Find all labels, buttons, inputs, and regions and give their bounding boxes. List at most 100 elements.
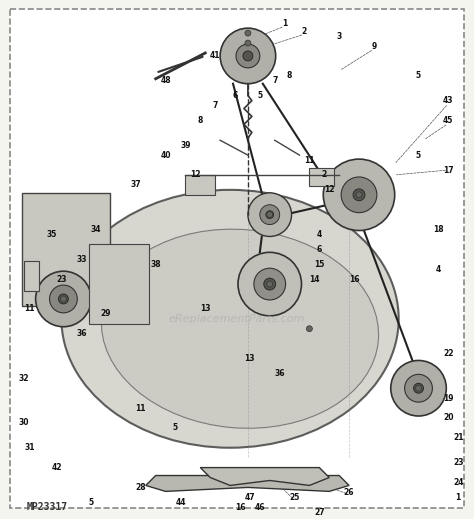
Text: 19: 19 (443, 393, 454, 403)
Text: 7: 7 (212, 101, 218, 110)
Text: 12: 12 (324, 185, 335, 194)
Bar (310, 168, 334, 186)
Text: 34: 34 (91, 225, 101, 234)
Text: 39: 39 (180, 141, 191, 149)
Text: 31: 31 (25, 443, 35, 452)
Text: 3: 3 (337, 32, 342, 40)
Text: 5: 5 (89, 498, 94, 507)
Circle shape (266, 211, 273, 218)
Text: 9: 9 (371, 42, 376, 50)
Text: 16: 16 (235, 503, 245, 512)
Circle shape (267, 281, 273, 287)
Circle shape (306, 326, 312, 332)
Text: 11: 11 (136, 404, 146, 413)
Circle shape (323, 159, 395, 230)
Text: 1: 1 (456, 493, 461, 502)
Bar (89, 244, 149, 324)
Circle shape (260, 204, 280, 225)
Circle shape (243, 51, 253, 61)
Text: 32: 32 (18, 374, 29, 383)
Bar (185, 175, 215, 195)
Text: 5: 5 (416, 71, 421, 80)
Text: 8: 8 (287, 71, 292, 80)
Text: 20: 20 (443, 414, 454, 422)
Text: 13: 13 (245, 354, 255, 363)
Text: 27: 27 (314, 508, 325, 517)
Circle shape (416, 385, 421, 391)
Circle shape (236, 44, 260, 68)
Text: 23: 23 (56, 275, 67, 283)
Circle shape (391, 361, 447, 416)
Circle shape (245, 30, 251, 36)
Text: 18: 18 (433, 225, 444, 234)
Circle shape (245, 40, 251, 46)
Circle shape (341, 177, 377, 213)
Circle shape (58, 294, 68, 304)
Text: 42: 42 (51, 463, 62, 472)
Text: 13: 13 (200, 304, 210, 313)
FancyBboxPatch shape (22, 193, 110, 306)
Text: 44: 44 (175, 498, 186, 507)
Text: 48: 48 (160, 76, 171, 85)
Text: 14: 14 (309, 275, 319, 283)
Circle shape (413, 383, 423, 393)
Text: 33: 33 (76, 255, 87, 264)
Circle shape (49, 285, 77, 313)
Text: 46: 46 (255, 503, 265, 512)
Text: 2: 2 (302, 26, 307, 36)
Text: 26: 26 (344, 488, 355, 497)
Text: 23: 23 (453, 458, 464, 467)
Circle shape (238, 252, 301, 316)
Circle shape (353, 189, 365, 201)
Text: 37: 37 (130, 181, 141, 189)
Ellipse shape (101, 229, 379, 428)
Text: 5: 5 (173, 424, 178, 432)
Text: 12: 12 (190, 170, 201, 180)
Text: 35: 35 (46, 230, 57, 239)
Circle shape (36, 271, 91, 327)
Text: 41: 41 (210, 51, 220, 60)
Text: 24: 24 (453, 478, 464, 487)
Polygon shape (201, 468, 329, 485)
Text: eReplacementParts.com: eReplacementParts.com (169, 314, 305, 324)
Text: 4: 4 (317, 230, 322, 239)
Ellipse shape (62, 190, 399, 448)
Text: 16: 16 (349, 275, 359, 283)
Circle shape (61, 296, 66, 302)
Bar (24, 261, 38, 291)
Text: 45: 45 (443, 116, 454, 125)
Text: 21: 21 (453, 433, 464, 442)
Text: 6: 6 (232, 91, 237, 100)
Circle shape (254, 268, 286, 300)
Circle shape (248, 193, 292, 237)
Text: 25: 25 (289, 493, 300, 502)
Text: 38: 38 (150, 260, 161, 269)
Text: 5: 5 (257, 91, 263, 100)
Text: MP23317: MP23317 (27, 502, 68, 512)
Text: 4: 4 (436, 265, 441, 274)
Text: 8: 8 (198, 116, 203, 125)
Text: 7: 7 (272, 76, 277, 85)
Circle shape (264, 278, 276, 290)
Circle shape (220, 28, 276, 84)
Text: 22: 22 (443, 349, 454, 358)
Text: 36: 36 (274, 369, 285, 378)
Circle shape (267, 212, 273, 217)
Text: 5: 5 (416, 151, 421, 160)
Text: 15: 15 (314, 260, 325, 269)
Text: 40: 40 (160, 151, 171, 160)
Text: 29: 29 (101, 309, 111, 318)
Text: 36: 36 (76, 329, 87, 338)
Polygon shape (146, 475, 349, 491)
Text: 2: 2 (322, 170, 327, 180)
Text: 43: 43 (443, 96, 454, 105)
Circle shape (405, 374, 432, 402)
Text: 1: 1 (282, 19, 287, 28)
Text: 17: 17 (443, 166, 454, 174)
Text: 11: 11 (25, 304, 35, 313)
Circle shape (356, 192, 362, 198)
Text: 28: 28 (136, 483, 146, 492)
Text: 11: 11 (304, 156, 315, 165)
Text: 30: 30 (18, 418, 29, 428)
Text: 6: 6 (317, 245, 322, 254)
